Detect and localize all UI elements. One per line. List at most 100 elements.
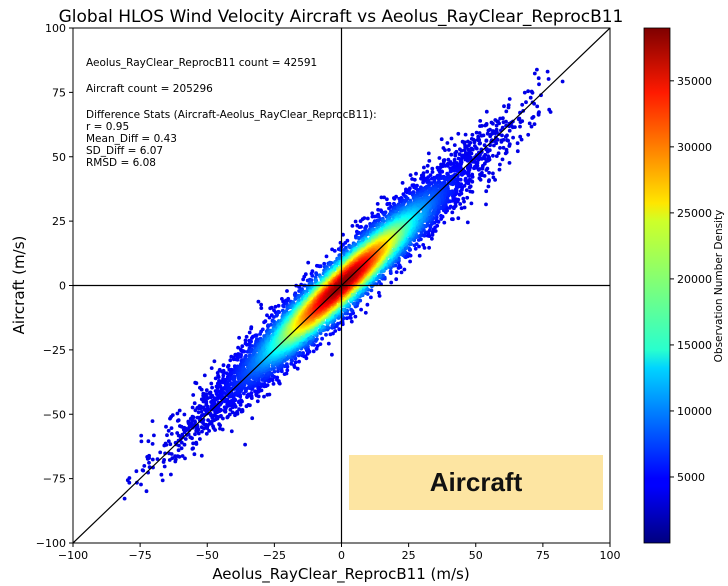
scatter-point <box>292 363 296 368</box>
scatter-point <box>147 460 151 465</box>
scatter-point <box>199 453 204 458</box>
scatter-point <box>207 429 212 433</box>
scatter-point <box>524 100 528 105</box>
scatter-point <box>206 418 211 422</box>
scatter-point <box>439 137 444 142</box>
scatter-point <box>515 141 520 146</box>
scatter-point <box>455 169 460 174</box>
scatter-point <box>415 187 420 192</box>
scatter-point <box>363 310 368 315</box>
scatter-point <box>249 394 254 398</box>
scatter-point <box>135 480 139 485</box>
scatter-point <box>222 405 227 410</box>
scatter-point <box>169 452 174 456</box>
scatter-point <box>459 148 464 153</box>
scatter-point <box>500 125 505 130</box>
scatter-point <box>158 450 163 455</box>
scatter-point <box>265 392 270 397</box>
scatter-point <box>462 148 467 153</box>
scatter-point <box>433 225 437 230</box>
scatter-point <box>301 277 306 282</box>
scatter-point <box>416 238 421 242</box>
scatter-point <box>263 319 268 324</box>
scatter-point <box>150 442 155 446</box>
scatter-point <box>385 197 389 202</box>
scatter-point <box>497 167 502 172</box>
scatter-point <box>474 130 479 135</box>
scatter-point <box>499 140 504 144</box>
scatter-point <box>453 201 458 206</box>
scatter-point <box>448 204 453 209</box>
scatter-point <box>322 261 327 266</box>
scatter-point <box>463 132 468 137</box>
scatter-point <box>127 476 132 480</box>
scatter-point <box>122 496 127 501</box>
scatter-point <box>353 314 358 319</box>
scatter-point <box>219 408 223 412</box>
scatter-point <box>547 107 552 112</box>
scatter-point <box>399 270 404 275</box>
scatter-point <box>529 124 534 129</box>
scatter-point <box>324 254 329 259</box>
scatter-point <box>221 416 225 421</box>
scatter-point <box>256 299 261 304</box>
scatter-point <box>315 344 320 348</box>
scatter-point <box>282 372 287 376</box>
scatter-point <box>177 408 182 413</box>
scatter-point <box>273 304 278 309</box>
scatter-point <box>239 398 243 403</box>
scatter-point <box>244 334 249 339</box>
scatter-point <box>330 352 334 357</box>
scatter-point <box>160 478 165 483</box>
scatter-point <box>465 220 470 225</box>
scatter-point <box>199 387 204 392</box>
scatter-point <box>259 306 264 310</box>
scatter-point <box>189 421 194 426</box>
scatter-point <box>430 166 435 171</box>
scatter-point <box>168 442 173 447</box>
scatter-point <box>169 426 174 430</box>
scatter-point <box>169 432 174 436</box>
scatter-point <box>183 437 188 441</box>
scatter-point <box>496 151 501 156</box>
scatter-point <box>520 102 525 107</box>
scatter-point <box>484 109 489 114</box>
scatter-point <box>421 243 426 247</box>
scatter-point <box>443 148 447 153</box>
scatter-point <box>210 385 215 390</box>
scatter-point <box>362 216 367 221</box>
scatter-point <box>191 446 196 451</box>
scatter-point <box>232 376 237 381</box>
scatter-point <box>239 354 243 359</box>
scatter-point <box>452 168 457 173</box>
scatter-point <box>501 120 506 125</box>
scatter-point <box>192 401 197 406</box>
scatter-point <box>209 366 214 370</box>
scatter-point <box>379 195 384 200</box>
scatter-point <box>246 392 251 397</box>
scatter-point <box>164 443 169 447</box>
scatter-point <box>450 210 455 215</box>
scatter-point <box>467 185 472 190</box>
scatter-point <box>408 173 413 178</box>
scatter-point <box>159 472 164 477</box>
scatter-point <box>173 457 178 462</box>
scatter-point <box>205 396 210 400</box>
scatter-point <box>180 432 185 437</box>
scatter-point <box>535 67 539 72</box>
scatter-point <box>439 213 443 218</box>
scatter-point <box>150 457 155 462</box>
scatter-point <box>498 162 502 167</box>
scatter-point <box>402 267 407 272</box>
scatter-point <box>337 327 342 332</box>
scatter-point <box>359 307 363 312</box>
scatter-point <box>289 361 294 366</box>
scatter-point <box>462 205 467 210</box>
scatter-point <box>209 381 214 386</box>
scatter-point <box>426 151 431 156</box>
scatter-point <box>381 219 386 224</box>
scatter-point <box>417 253 422 258</box>
scatter-point <box>166 428 171 433</box>
scatter-point <box>484 202 488 207</box>
scatter-point <box>537 82 541 87</box>
